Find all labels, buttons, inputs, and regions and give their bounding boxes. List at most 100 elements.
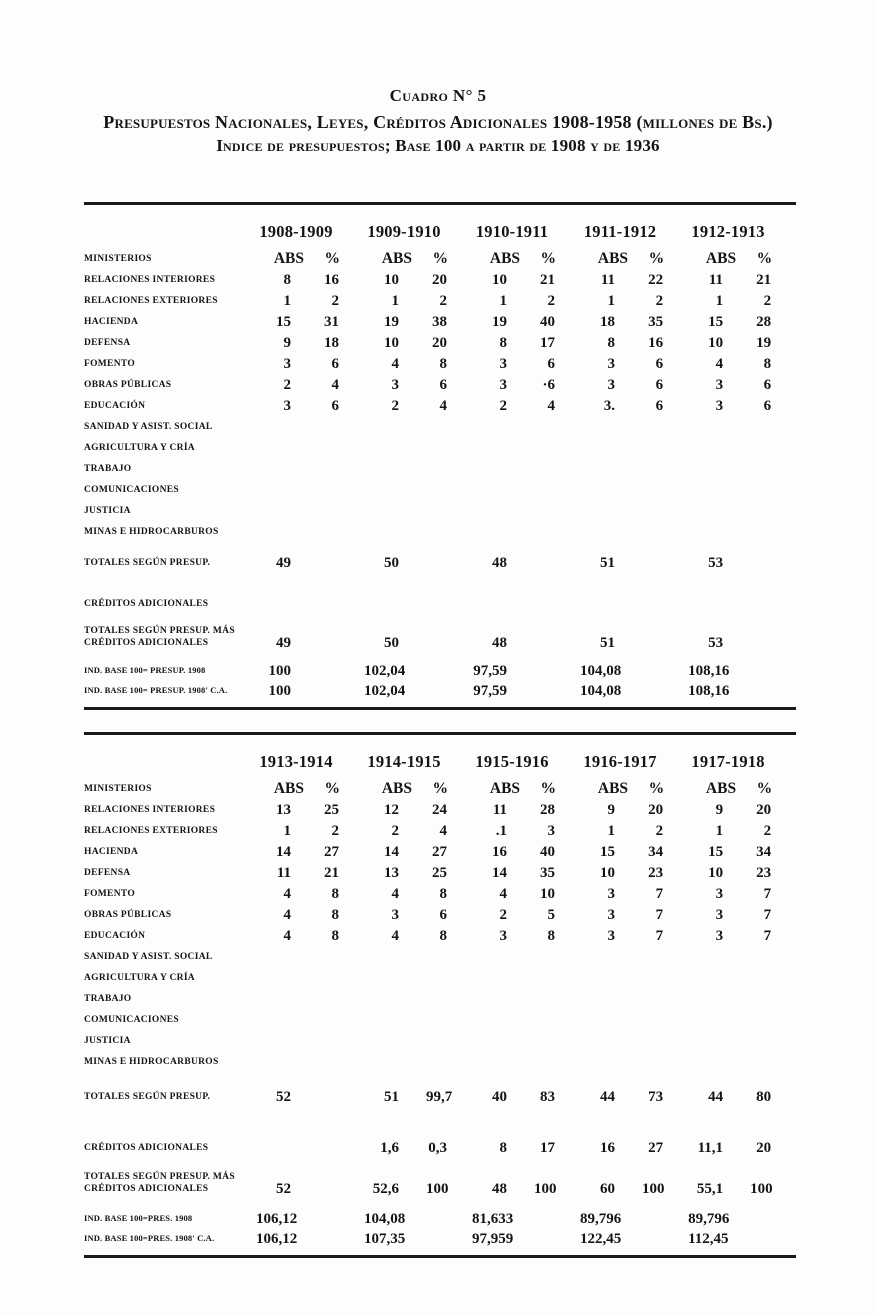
percent-value [642, 592, 688, 613]
index-value: 102,04 [364, 683, 406, 699]
abs-value: 44 [600, 1089, 616, 1105]
table-row: AGRICULTURA Y CRÍA [84, 436, 796, 457]
percent-value [318, 415, 364, 436]
percent-value [642, 478, 688, 499]
percent-value [534, 966, 580, 987]
abs-value [364, 499, 426, 520]
abs-value [580, 457, 642, 478]
abs-value: 4 [391, 886, 400, 902]
percent-value: 4 [439, 823, 448, 839]
percent-value: ·6 [542, 377, 556, 393]
percent-value: 73 [648, 1089, 664, 1105]
percent-value: 8 [331, 928, 340, 944]
table-row: JUSTICIA [84, 499, 796, 520]
abs-value: 3. [603, 398, 616, 414]
abs-value [580, 436, 642, 457]
abs-value: 2 [391, 823, 400, 839]
table-row: RELACIONES EXTERIORES 1 2 2 4 .1 3 1 2 1 2 [84, 819, 796, 840]
percent-column-header: % [648, 780, 665, 797]
abs-value: 49 [276, 555, 291, 571]
percent-value [642, 436, 688, 457]
percent-value [534, 551, 580, 572]
abs-value [364, 966, 426, 987]
abs-value: 3 [283, 356, 292, 372]
abs-value: 2 [283, 377, 292, 393]
percent-value [534, 1029, 580, 1050]
percent-value [426, 1029, 472, 1050]
abs-column-header: ABS [489, 780, 521, 797]
abs-value: 13 [276, 802, 291, 818]
abs-value: 4 [283, 907, 292, 923]
abs-value: 19 [384, 314, 400, 330]
percent-value [426, 945, 472, 966]
abs-value: 3 [499, 356, 508, 372]
row-label: TRABAJO [84, 464, 132, 474]
index-value: 107,35 [364, 1231, 406, 1247]
percent-value [318, 499, 364, 520]
row-label: FOMENTO [84, 889, 136, 899]
percent-value: 40 [540, 844, 556, 860]
abs-value [472, 1029, 534, 1050]
percent-value [750, 499, 796, 520]
index-value: 104,08 [580, 683, 622, 699]
row-label-line: CRÉDITOS ADICIONALES [84, 1184, 209, 1194]
percent-value [534, 1050, 580, 1071]
row-label: MINAS E HIDROCARBUROS [84, 1057, 219, 1067]
percent-value: 2 [331, 293, 340, 309]
abs-value: 52 [276, 1181, 291, 1197]
index-value: 102,04 [364, 663, 406, 679]
row-label: RELACIONES EXTERIORES [84, 296, 218, 306]
abs-column-header: ABS [381, 780, 413, 797]
table-row: MINAS E HIDROCARBUROS [84, 520, 796, 541]
abs-value [256, 1136, 318, 1157]
abs-value: 55,1 [696, 1181, 724, 1197]
index-value: 97,59 [473, 683, 508, 699]
abs-value: 4 [391, 928, 400, 944]
table-row: EDUCACIÓN 4 8 4 8 3 8 3 7 3 7 [84, 924, 796, 945]
spacer-row [84, 1198, 796, 1208]
percent-value [534, 415, 580, 436]
spacer-cell [84, 652, 796, 660]
index-value: 104,08 [580, 663, 622, 679]
abs-value [688, 945, 750, 966]
spacer-cell [84, 1157, 796, 1171]
percent-value: 25 [324, 802, 340, 818]
abs-value [256, 436, 318, 457]
abs-value: .1 [495, 823, 508, 839]
abs-value: 48 [492, 635, 508, 651]
table-row: DEFENSA 9 18 10 20 8 17 8 16 10 19 [84, 331, 796, 352]
abs-value: 44 [708, 1089, 724, 1105]
percent-value: 7 [763, 928, 772, 944]
percent-value: 7 [763, 907, 772, 923]
abs-value: 48 [492, 1181, 508, 1197]
percent-value [750, 625, 796, 652]
abs-column-header: ABS [489, 250, 521, 267]
spacer-row [84, 1106, 796, 1136]
index-value: 97,59 [473, 663, 508, 679]
percent-value [750, 457, 796, 478]
row-label: EDUCACIÓN [84, 931, 146, 941]
percent-value: 16 [324, 272, 340, 288]
percent-value: 83 [540, 1089, 556, 1105]
row-label: IND. BASE 100=PRES. 1908' C.A. [84, 1233, 215, 1243]
column-header-row: MINISTERIOS ABS% ABS% ABS% ABS% ABS% [84, 242, 796, 268]
percent-value [642, 625, 688, 652]
row-label-line: TOTALES SEGÚN PRESUP. [84, 1092, 211, 1102]
percent-value: 35 [540, 865, 556, 881]
percent-value: 8 [547, 928, 556, 944]
abs-value [580, 966, 642, 987]
row-label: IND. BASE 100= PRESUP. 1908' C.A. [84, 685, 228, 695]
percent-value [426, 551, 472, 572]
abs-value [364, 1029, 426, 1050]
percent-value [750, 966, 796, 987]
percent-value: 4 [547, 398, 556, 414]
abs-value: 1 [283, 293, 292, 309]
spacer-row [84, 1248, 796, 1257]
percent-value: 5 [547, 907, 556, 923]
row-label: TOTALES SEGÚN PRESUP. [84, 551, 256, 572]
abs-value [580, 415, 642, 436]
percent-value [642, 499, 688, 520]
percent-value: 8 [439, 886, 448, 902]
abs-value [580, 499, 642, 520]
percent-value [534, 499, 580, 520]
